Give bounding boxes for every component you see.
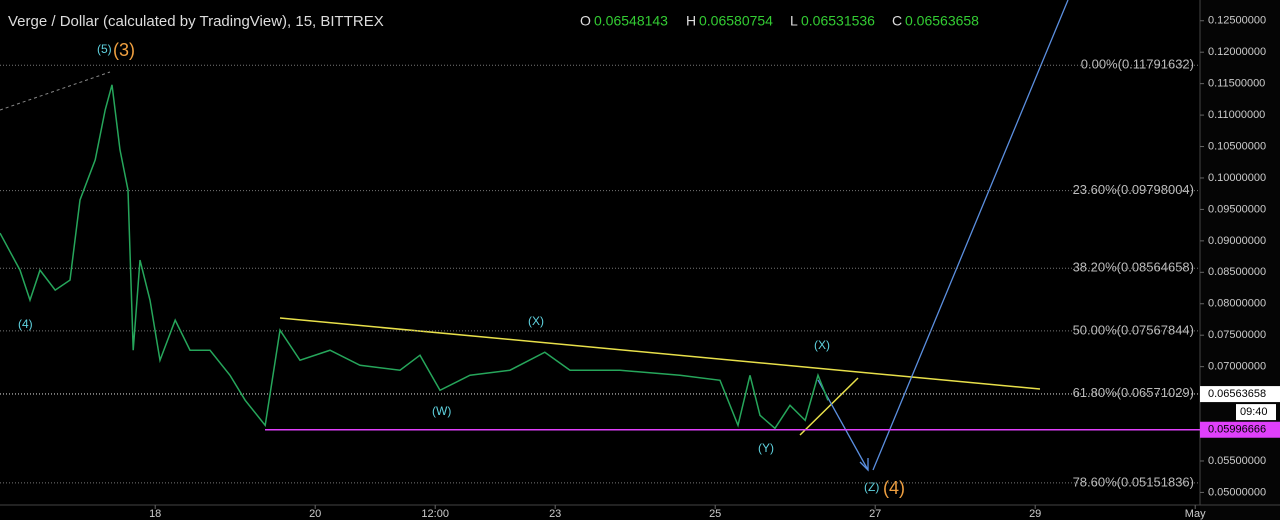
price-tag [1200,421,1280,438]
fib-label: 61.80%(0.06571029) [1073,385,1194,400]
x-tick-label: 27 [869,508,881,520]
fib-label: 78.60%(0.05151836) [1073,474,1194,489]
arrow-head [859,458,869,472]
wave-label: (X) [814,338,830,352]
y-tick-label: 0.05000000 [1208,486,1266,498]
ohlc-value: 0.06580754 [699,13,773,29]
y-tick-label: 0.12000000 [1208,46,1266,58]
ohlc-key: C [892,13,902,29]
projection-arrow[interactable] [872,0,1069,471]
ohlc-value: 0.06563658 [905,13,979,29]
ohlc-key: L [790,13,798,29]
price-line [0,84,829,430]
x-tick-label: 23 [549,508,561,520]
ohlc-value: 0.06548143 [594,13,668,29]
header: Verge / Dollar (calculated by TradingVie… [8,13,979,30]
y-tick-label: 0.05500000 [1208,455,1266,467]
y-tick-label: 0.10000000 [1208,172,1266,184]
ohlc-key: O [580,13,591,29]
wave-label: (W) [432,404,451,418]
last-price-tag [1200,386,1280,403]
countdown-tag [1236,404,1276,421]
ohlc-value: 0.06531536 [801,13,875,29]
ohlc-key: H [686,13,696,29]
x-tick-label: 18 [149,508,161,520]
y-tick-label: 0.08000000 [1208,298,1266,310]
fib-trend [0,71,111,111]
wave-label: (5) [97,42,112,56]
x-tick-label: 12:00 [421,508,449,520]
wave-label: (Z) [864,480,879,494]
x-tick-label: 20 [309,508,321,520]
fib-label: 38.20%(0.08564658) [1073,260,1194,275]
y-tick-label: 0.07000000 [1208,361,1266,373]
y-tick-label: 0.09500000 [1208,203,1266,215]
fib-label: 50.00%(0.07567844) [1073,322,1194,337]
y-tick-label: 0.09000000 [1208,235,1266,247]
wave-label: (Y) [758,441,774,455]
y-tick-label: 0.07500000 [1208,329,1266,341]
x-tick-label: 25 [709,508,721,520]
symbol-title[interactable]: Verge / Dollar (calculated by TradingVie… [8,13,384,30]
last-price-label: 0.06563658 [1208,388,1266,400]
x-tick-label: May [1185,508,1206,520]
wave-label: (X) [528,314,544,328]
wave-label: (3) [113,40,135,60]
x-tick-label: 29 [1029,508,1041,520]
trend-line[interactable] [279,317,1041,390]
price-tag-label: 0.05996666 [1208,424,1266,436]
y-tick-label: 0.12500000 [1208,15,1266,27]
countdown-label: 09:40 [1240,406,1268,418]
fib-label: 23.60%(0.09798004) [1073,182,1194,197]
y-tick-label: 0.08500000 [1208,266,1266,278]
wave-label: (4) [883,478,905,498]
y-tick-label: 0.11000000 [1208,109,1265,121]
wave-label: (4) [18,317,33,331]
y-tick-label: 0.11500000 [1208,78,1265,90]
trend-line[interactable] [799,377,859,436]
y-tick-label: 0.10500000 [1208,140,1266,152]
fib-label: 0.00%(0.11791632) [1081,57,1194,72]
